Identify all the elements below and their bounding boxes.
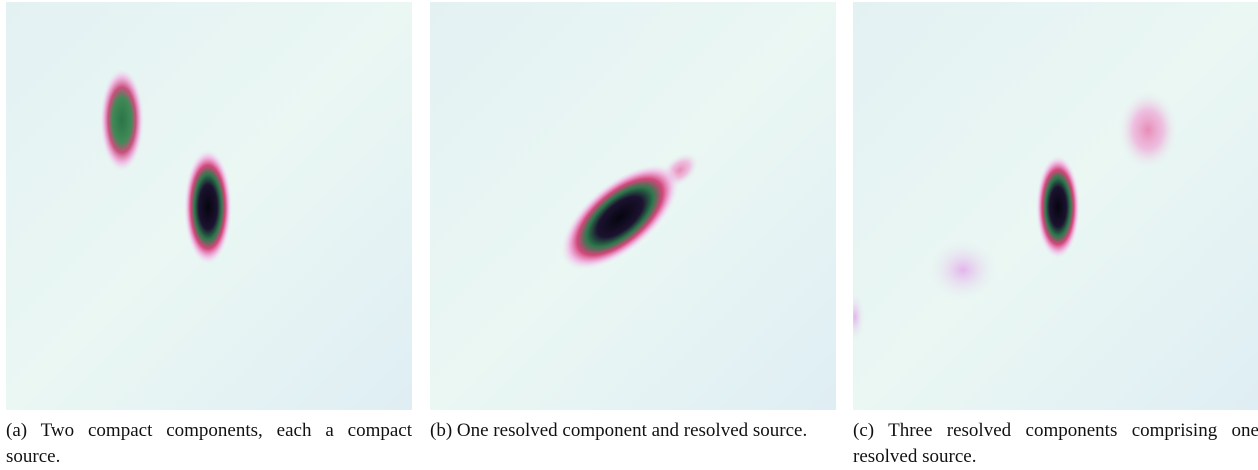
caption: (b) One resolved component and resolved … — [430, 420, 808, 441]
panel-image — [430, 2, 836, 410]
panel-image — [6, 2, 412, 410]
panel-image — [853, 2, 1258, 410]
caption: (c) Three resolved components comprising… — [853, 420, 1258, 467]
caption: (a) Two compact components, each a compa… — [6, 420, 412, 467]
